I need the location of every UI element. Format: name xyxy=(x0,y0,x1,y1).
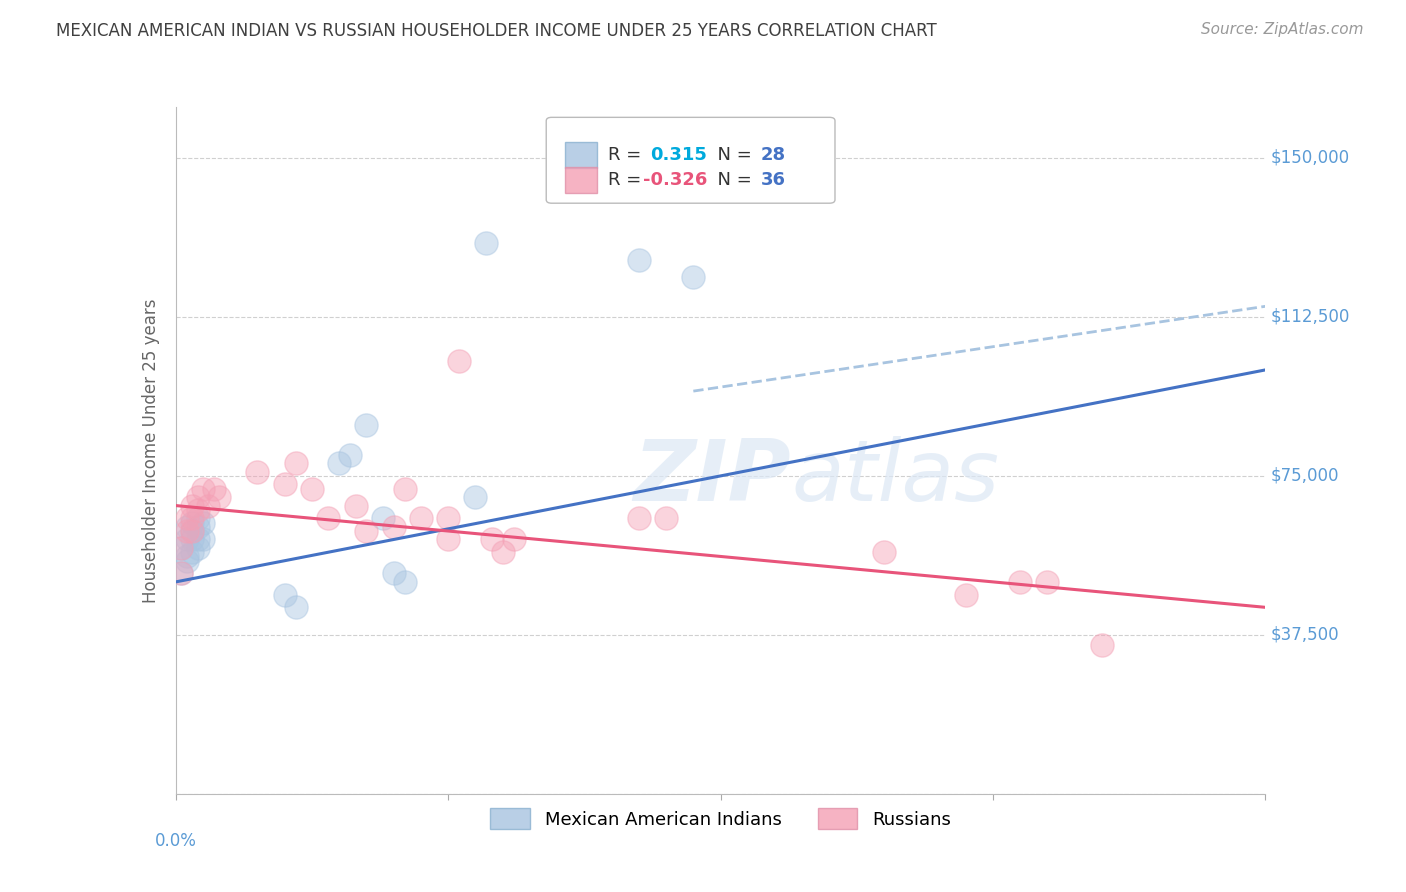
Point xyxy=(246,465,269,479)
Text: R =: R = xyxy=(609,145,647,164)
Point xyxy=(202,482,225,496)
Point xyxy=(186,490,209,504)
Text: atlas: atlas xyxy=(792,436,1000,519)
Point xyxy=(284,456,307,470)
Point xyxy=(186,541,209,555)
Point xyxy=(371,511,394,525)
Point xyxy=(955,588,977,602)
Point xyxy=(502,533,524,547)
Text: Source: ZipAtlas.com: Source: ZipAtlas.com xyxy=(1201,22,1364,37)
Point xyxy=(382,520,405,534)
Text: ZIP: ZIP xyxy=(633,436,792,519)
FancyBboxPatch shape xyxy=(546,118,835,203)
Text: $150,000: $150,000 xyxy=(1271,149,1350,167)
Point xyxy=(301,482,323,496)
Point xyxy=(176,549,198,564)
Point xyxy=(186,511,209,525)
Point xyxy=(181,499,204,513)
Point xyxy=(176,524,198,538)
Point xyxy=(1036,574,1059,589)
Point xyxy=(186,520,209,534)
Point xyxy=(181,524,204,538)
Point xyxy=(274,588,297,602)
Point xyxy=(186,533,209,547)
Text: 28: 28 xyxy=(761,145,786,164)
Point xyxy=(1010,574,1032,589)
Point xyxy=(176,554,198,568)
Point xyxy=(437,533,460,547)
Point xyxy=(627,252,650,267)
Point xyxy=(356,524,378,538)
Point xyxy=(655,511,678,525)
Point xyxy=(181,533,204,547)
Point xyxy=(382,566,405,581)
Point xyxy=(181,545,204,559)
Text: N =: N = xyxy=(706,171,758,189)
Text: 36: 36 xyxy=(761,171,786,189)
Text: $112,500: $112,500 xyxy=(1271,308,1350,326)
Point xyxy=(475,235,498,250)
Point xyxy=(394,574,416,589)
Point xyxy=(181,511,204,525)
Point xyxy=(464,490,486,504)
Point xyxy=(186,503,209,517)
Point xyxy=(344,499,367,513)
Point xyxy=(682,269,704,284)
Point xyxy=(191,516,214,530)
Y-axis label: Householder Income Under 25 years: Householder Income Under 25 years xyxy=(142,298,160,603)
Legend: Mexican American Indians, Russians: Mexican American Indians, Russians xyxy=(484,801,957,837)
Point xyxy=(873,545,896,559)
Text: N =: N = xyxy=(706,145,758,164)
Point xyxy=(274,477,297,491)
Text: 0.315: 0.315 xyxy=(650,145,707,164)
Text: $75,000: $75,000 xyxy=(1271,467,1340,485)
Point xyxy=(1091,639,1114,653)
Point xyxy=(627,511,650,525)
Point xyxy=(437,511,460,525)
Point xyxy=(339,448,361,462)
Point xyxy=(176,520,198,534)
Text: MEXICAN AMERICAN INDIAN VS RUSSIAN HOUSEHOLDER INCOME UNDER 25 YEARS CORRELATION: MEXICAN AMERICAN INDIAN VS RUSSIAN HOUSE… xyxy=(56,22,936,40)
Point xyxy=(197,499,219,513)
Point xyxy=(170,541,193,555)
Text: 0.0%: 0.0% xyxy=(155,831,197,850)
Text: $37,500: $37,500 xyxy=(1271,626,1340,644)
Point xyxy=(170,566,193,581)
Text: R =: R = xyxy=(609,171,647,189)
Point xyxy=(481,533,503,547)
Bar xyxy=(565,167,598,193)
Text: -0.326: -0.326 xyxy=(643,171,707,189)
Point xyxy=(181,524,204,538)
Point xyxy=(176,533,198,547)
Bar xyxy=(565,142,598,168)
Point xyxy=(170,566,193,581)
Point xyxy=(356,417,378,432)
Point xyxy=(191,533,214,547)
Point xyxy=(208,490,231,504)
Point xyxy=(176,511,198,525)
Point xyxy=(492,545,515,559)
Point xyxy=(394,482,416,496)
Point xyxy=(328,456,350,470)
Point xyxy=(170,541,193,555)
Point xyxy=(409,511,432,525)
Point xyxy=(284,600,307,615)
Point xyxy=(181,516,204,530)
Point xyxy=(191,482,214,496)
Point xyxy=(447,354,470,368)
Point xyxy=(318,511,340,525)
